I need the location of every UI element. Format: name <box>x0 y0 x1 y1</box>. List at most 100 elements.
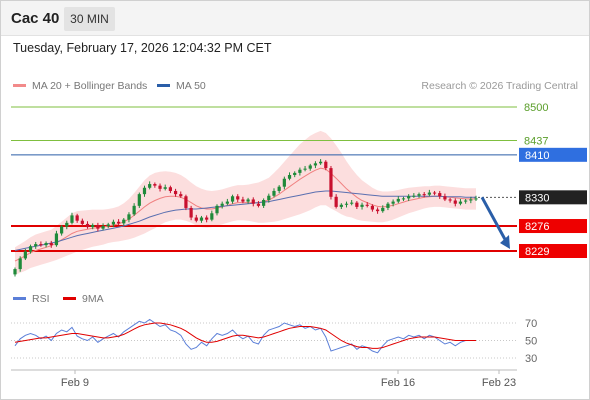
candle <box>122 218 126 226</box>
candle <box>319 159 323 165</box>
legend-item-rsi: RSI <box>13 293 50 305</box>
candle-body <box>453 200 457 204</box>
candle <box>132 203 136 216</box>
candle-body <box>386 203 390 208</box>
candle-body <box>308 165 312 169</box>
candle-body <box>23 251 27 259</box>
candle-body <box>85 223 90 228</box>
candle-body <box>158 185 162 189</box>
candle <box>251 197 255 207</box>
candle-body <box>293 172 297 176</box>
candle <box>70 212 74 225</box>
forecast-arrow-head <box>500 235 510 249</box>
candle <box>303 165 307 172</box>
candle-body <box>13 269 17 275</box>
candle-body <box>324 161 328 169</box>
candle <box>137 192 141 208</box>
candle-body <box>365 204 369 206</box>
candle-body <box>407 196 411 199</box>
candle <box>85 221 90 229</box>
candle <box>101 223 105 231</box>
candle <box>220 201 224 209</box>
candle <box>13 267 17 277</box>
candle-body <box>262 199 266 206</box>
level-label-8500: 8500 <box>524 102 548 114</box>
interval-button[interactable]: 30 MIN <box>64 7 115 31</box>
candle <box>287 172 292 181</box>
candle <box>28 244 33 254</box>
candle <box>194 214 198 223</box>
candle-body <box>194 217 198 221</box>
candle-body <box>251 199 255 204</box>
legend-label-rsi: RSI <box>32 293 50 305</box>
forecast-arrow-shaft <box>480 196 509 244</box>
candle-body <box>370 205 375 210</box>
level-label-8276: 8276 <box>525 221 549 233</box>
candle-body <box>287 175 292 179</box>
candle-body <box>391 201 395 204</box>
candle <box>39 241 43 247</box>
candle <box>370 204 375 212</box>
candle <box>54 230 59 247</box>
price-labels-layer: 8500 8437 8410 8330 8276 8229 <box>519 102 587 258</box>
candle <box>464 198 468 204</box>
candle-body <box>96 224 100 229</box>
candle-body <box>205 217 209 220</box>
candle <box>225 198 229 206</box>
candle-body <box>241 199 245 202</box>
candle-body <box>39 244 43 246</box>
candle-body <box>236 196 240 200</box>
candle-body <box>225 201 229 204</box>
candle <box>142 185 147 197</box>
candle <box>111 219 116 228</box>
candle-body <box>70 215 74 223</box>
candle-body <box>329 168 333 197</box>
forecast-layer <box>480 196 510 249</box>
candle-body <box>298 169 302 173</box>
candle-body <box>148 184 152 188</box>
candle <box>127 212 131 223</box>
candle-body <box>474 198 478 200</box>
candle-body <box>438 193 442 197</box>
candle-body <box>91 224 95 228</box>
candle <box>355 201 359 210</box>
candle-body <box>184 196 188 208</box>
candle <box>272 188 276 198</box>
candle-body <box>111 221 116 225</box>
candle-body <box>65 222 69 227</box>
candle <box>262 198 266 208</box>
candle-body <box>44 243 48 246</box>
ma50-line <box>14 190 476 251</box>
candle <box>106 222 110 229</box>
candle <box>277 185 281 194</box>
candle-body <box>54 233 59 246</box>
candle <box>365 202 369 208</box>
candle <box>158 183 162 192</box>
legend-item-ma50: MA 50 <box>157 80 206 92</box>
candle <box>18 256 22 272</box>
candle-body <box>396 198 400 202</box>
candle <box>60 224 64 236</box>
candle <box>168 185 172 194</box>
candle-body <box>101 226 105 229</box>
candle <box>44 241 48 248</box>
candle <box>417 192 421 198</box>
candle <box>334 194 338 209</box>
candle <box>324 160 328 171</box>
legend-item-ma20: MA 20 + Bollinger Bands <box>13 80 147 92</box>
candle-body <box>106 224 110 227</box>
candle <box>96 222 100 232</box>
legend-label-9ma: 9MA <box>82 293 104 305</box>
candle <box>236 194 240 203</box>
candle <box>282 176 286 190</box>
candle-body <box>412 195 416 197</box>
candle-body <box>230 196 235 202</box>
candle-body <box>469 199 473 201</box>
candle-body <box>256 203 261 206</box>
candle-body <box>427 192 431 195</box>
candle <box>401 196 406 202</box>
candle-body <box>153 184 157 186</box>
candle <box>313 161 318 169</box>
candle-body <box>422 194 426 196</box>
candle <box>386 202 390 211</box>
